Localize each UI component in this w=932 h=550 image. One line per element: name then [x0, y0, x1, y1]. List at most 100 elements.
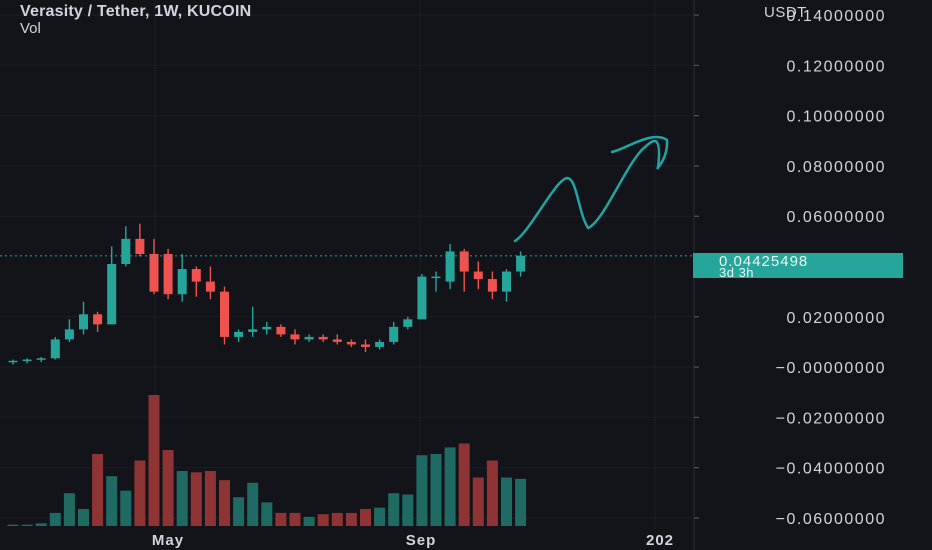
volume-bar	[7, 524, 19, 526]
candle	[135, 223, 145, 257]
candle	[177, 253, 187, 302]
candle	[332, 334, 342, 345]
candle-body	[8, 360, 18, 363]
price-tick-label: −0.00000000	[776, 360, 886, 377]
candle-body	[163, 253, 173, 295]
volume-bar	[402, 494, 414, 526]
chart-grid	[0, 0, 695, 550]
volume-bar	[78, 508, 89, 526]
volume-bar	[134, 460, 146, 526]
candle	[304, 334, 314, 342]
volume-bar	[204, 470, 216, 526]
candle-body	[361, 344, 370, 347]
candle	[149, 238, 159, 295]
candle	[107, 246, 117, 325]
volume-bar	[275, 512, 287, 526]
price-axis: 0.14000000 0.12000000 0.10000000 0.08000000…	[694, 8, 886, 528]
hand-drawn-trend-line[interactable]	[513, 135, 669, 243]
time-tick-label: May	[152, 532, 184, 549]
volume-bar	[120, 490, 132, 526]
candle-body	[36, 358, 46, 360]
bar-countdown: 3d 3h	[719, 265, 755, 280]
candle-body	[403, 319, 413, 327]
candle	[516, 251, 526, 277]
volume-bar	[501, 477, 512, 526]
price-tick-label: 0.10000000	[786, 109, 886, 126]
volume-bar	[486, 460, 498, 526]
chart-title: Verasity / Tether, 1W, KUCOIN	[20, 3, 252, 20]
time-tick-label: 202	[646, 532, 674, 549]
candle	[389, 321, 399, 345]
candle	[64, 319, 74, 342]
candle	[417, 274, 427, 320]
price-tick-label: 0.08000000	[786, 159, 886, 176]
candle-body	[389, 326, 399, 342]
candle-body	[121, 238, 131, 264]
candle-body	[64, 329, 74, 340]
price-tick-label: 0.14000000	[786, 8, 886, 25]
candle	[361, 339, 370, 352]
volume-bar	[444, 447, 456, 526]
candle	[473, 261, 483, 290]
volume-bar	[261, 502, 273, 526]
candle	[50, 336, 60, 360]
candle	[22, 358, 32, 364]
candle-body	[149, 253, 159, 292]
candle	[234, 329, 244, 342]
candle	[375, 339, 385, 350]
candle-body	[22, 359, 32, 362]
candle-body	[276, 326, 286, 335]
volume-bar	[92, 453, 104, 526]
candle-body	[220, 291, 229, 337]
volume-bar	[162, 450, 174, 526]
volume-bar	[63, 493, 75, 526]
candle-body	[487, 279, 497, 292]
candle-body	[332, 339, 342, 342]
candle	[220, 286, 229, 345]
candle	[459, 248, 469, 292]
candle	[79, 301, 88, 335]
candle	[191, 266, 201, 297]
candle-body	[502, 271, 511, 292]
candlesticks	[8, 223, 526, 365]
volume-bar	[21, 524, 33, 526]
volume-bar	[219, 480, 230, 526]
volume-bar	[458, 443, 470, 526]
candle-body	[431, 276, 441, 279]
candle-body	[248, 329, 258, 332]
volume-bar	[331, 512, 343, 526]
volume-bar	[190, 472, 202, 526]
candle-body	[445, 251, 455, 282]
candle-body	[262, 326, 272, 330]
price-tick-label: −0.06000000	[776, 511, 886, 528]
candle-body	[234, 331, 244, 337]
candle-body	[135, 238, 145, 254]
volume-bar	[176, 470, 188, 526]
price-tick-label: 0.06000000	[786, 209, 886, 226]
volume-bar	[388, 493, 400, 526]
candle	[403, 316, 413, 330]
candle	[93, 311, 103, 332]
volume-bar	[233, 497, 245, 526]
candle	[163, 248, 173, 300]
candle-body	[516, 255, 526, 272]
candle	[445, 243, 455, 290]
candle	[318, 334, 328, 342]
volume-indicator-label: Vol	[20, 20, 41, 37]
candle	[346, 339, 356, 347]
candle	[431, 271, 441, 292]
price-tick-label: 0.12000000	[786, 58, 886, 75]
candle	[290, 329, 300, 345]
time-tick-label: Sep	[406, 532, 437, 549]
candle-body	[375, 341, 385, 347]
last-price-value: 0.04425498	[719, 253, 809, 270]
candle	[205, 266, 215, 300]
candle-body	[191, 269, 201, 282]
candle-body	[473, 271, 483, 280]
candle	[262, 321, 272, 335]
candle	[121, 226, 131, 267]
volume-bar	[360, 508, 371, 526]
volume-bar	[303, 516, 315, 526]
candle-body	[459, 251, 469, 272]
